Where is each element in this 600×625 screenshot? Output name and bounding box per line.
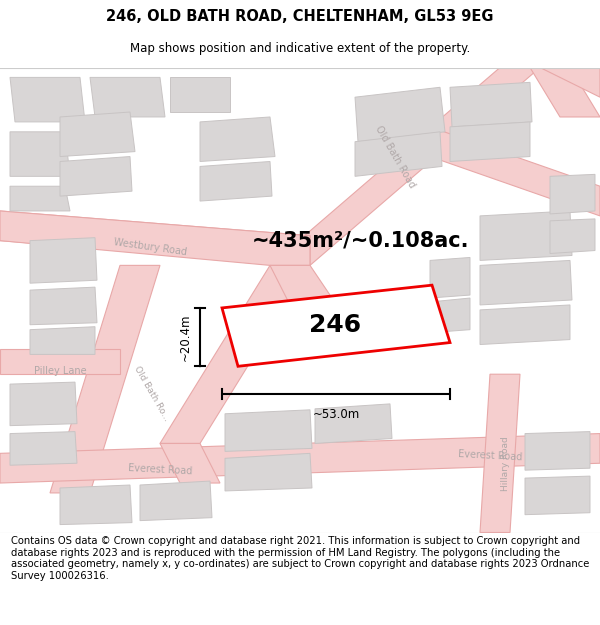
Text: ~20.4m: ~20.4m: [179, 313, 192, 361]
Polygon shape: [430, 258, 470, 298]
Polygon shape: [30, 238, 97, 283]
Polygon shape: [50, 266, 160, 493]
Polygon shape: [225, 410, 312, 451]
Polygon shape: [530, 68, 600, 117]
Polygon shape: [10, 186, 70, 211]
Text: Everest Road: Everest Road: [128, 464, 193, 477]
Polygon shape: [160, 444, 220, 483]
Polygon shape: [450, 82, 532, 127]
Polygon shape: [270, 266, 340, 325]
Polygon shape: [0, 211, 310, 266]
Polygon shape: [430, 298, 470, 332]
Polygon shape: [10, 132, 70, 176]
Polygon shape: [60, 485, 132, 524]
Polygon shape: [90, 78, 165, 117]
Text: Hillary Road: Hillary Road: [500, 436, 509, 491]
Text: Westbury Road: Westbury Road: [113, 238, 187, 258]
Polygon shape: [0, 349, 120, 374]
Text: ~435m²/~0.108ac.: ~435m²/~0.108ac.: [251, 231, 469, 251]
Text: 246: 246: [309, 312, 361, 337]
Polygon shape: [400, 127, 600, 216]
Polygon shape: [480, 211, 572, 261]
Text: Old Bath Road: Old Bath Road: [373, 124, 417, 189]
Polygon shape: [270, 68, 540, 266]
Text: Everest Road: Everest Road: [458, 449, 523, 462]
Polygon shape: [10, 78, 85, 122]
Polygon shape: [355, 88, 445, 142]
Polygon shape: [200, 161, 272, 201]
Polygon shape: [30, 287, 97, 325]
Text: ~53.0m: ~53.0m: [313, 408, 359, 421]
Polygon shape: [525, 476, 590, 515]
Polygon shape: [0, 434, 600, 483]
Polygon shape: [140, 481, 212, 521]
Polygon shape: [30, 327, 95, 354]
Polygon shape: [480, 261, 572, 305]
Polygon shape: [550, 174, 595, 214]
Text: Map shows position and indicative extent of the property.: Map shows position and indicative extent…: [130, 42, 470, 55]
Polygon shape: [480, 305, 570, 344]
Polygon shape: [222, 285, 450, 366]
Polygon shape: [315, 404, 392, 444]
Polygon shape: [200, 117, 275, 161]
Polygon shape: [525, 432, 590, 470]
Polygon shape: [0, 211, 310, 266]
Polygon shape: [550, 219, 595, 254]
Polygon shape: [60, 156, 132, 196]
Polygon shape: [60, 112, 135, 156]
Polygon shape: [355, 132, 442, 176]
Polygon shape: [170, 78, 230, 112]
Polygon shape: [225, 453, 312, 491]
Polygon shape: [540, 68, 600, 97]
Polygon shape: [480, 374, 520, 532]
Polygon shape: [160, 266, 310, 444]
Text: Contains OS data © Crown copyright and database right 2021. This information is : Contains OS data © Crown copyright and d…: [11, 536, 589, 581]
Text: Old Bath Ro...: Old Bath Ro...: [133, 365, 172, 423]
Polygon shape: [10, 432, 77, 465]
Polygon shape: [450, 122, 530, 161]
Text: Pilley Lane: Pilley Lane: [34, 366, 86, 376]
Polygon shape: [10, 382, 77, 426]
Text: 246, OLD BATH ROAD, CHELTENHAM, GL53 9EG: 246, OLD BATH ROAD, CHELTENHAM, GL53 9EG: [106, 9, 494, 24]
